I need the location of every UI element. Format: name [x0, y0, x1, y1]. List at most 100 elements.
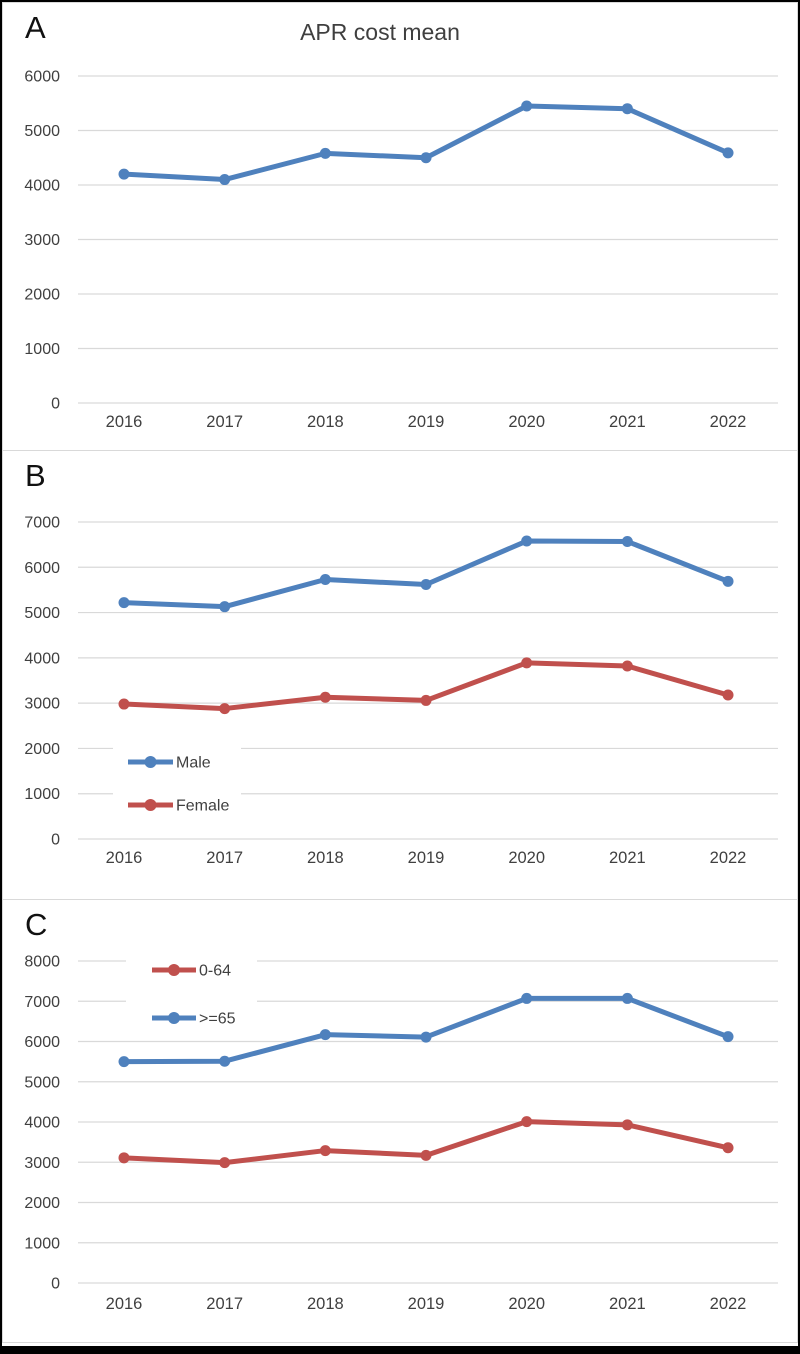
- data-point-marker: [521, 992, 533, 1004]
- x-axis-tick-labels: 2016 2017 2018 2019 2020 2021 2022: [106, 413, 747, 431]
- y-tick-label: 6000: [24, 69, 60, 86]
- data-point-marker: [219, 174, 231, 186]
- legend: 0-64 >=65: [126, 954, 257, 1034]
- y-tick-label: 7000: [24, 515, 60, 532]
- data-point-marker: [722, 575, 734, 587]
- y-tick-label: 2000: [24, 1195, 60, 1212]
- data-point-marker: [621, 103, 633, 115]
- x-tick-label: 2021: [609, 849, 646, 867]
- data-point-marker: [621, 1119, 633, 1131]
- legend: Male Female: [113, 744, 241, 828]
- x-tick-label: 2022: [710, 1295, 747, 1313]
- data-point-marker: [621, 660, 633, 672]
- data-point-marker: [219, 601, 231, 613]
- data-point-marker: [319, 1145, 331, 1157]
- data-point-marker: [521, 535, 533, 547]
- data-point-marker: [722, 689, 734, 701]
- x-axis-tick-labels: 2016 2017 2018 2019 2020 2021 2022: [106, 849, 747, 867]
- series-line: [121, 103, 731, 183]
- y-tick-label: 1000: [24, 341, 60, 358]
- legend-label: Male: [176, 755, 211, 772]
- y-tick-label: 0: [51, 396, 60, 413]
- data-point-marker: [722, 147, 734, 159]
- y-tick-label: 0: [51, 832, 60, 849]
- y-tick-label: 3000: [24, 1155, 60, 1172]
- gridlines: [78, 75, 778, 404]
- x-tick-label: 2016: [106, 1295, 143, 1313]
- y-tick-label: 6000: [24, 560, 60, 577]
- panel-a: 0 1000 2000 3000 4000 5000 6000 2016 2017 2018 201…: [2, 2, 798, 451]
- x-tick-label: 2018: [307, 413, 344, 431]
- legend-label: >=65: [199, 1011, 236, 1028]
- x-tick-label: 2021: [609, 413, 646, 431]
- y-tick-label: 8000: [24, 954, 60, 971]
- data-point-marker: [420, 1149, 432, 1161]
- panel-label-b: B: [25, 458, 46, 493]
- y-tick-label: 4000: [24, 1115, 60, 1132]
- y-tick-label: 4000: [24, 178, 60, 195]
- y-tick-label: 7000: [24, 994, 60, 1011]
- series-line: [121, 538, 731, 610]
- y-tick-label: 3000: [24, 696, 60, 713]
- legend-background: [113, 744, 241, 828]
- y-tick-label: 1000: [24, 1235, 60, 1252]
- y-axis-tick-labels: 0 1000 2000 3000 4000 5000 6000: [24, 69, 60, 413]
- x-tick-label: 2018: [307, 849, 344, 867]
- y-axis-tick-labels: 0 1000 2000 3000 4000 5000 6000 7000: [24, 515, 60, 849]
- x-tick-label: 2016: [106, 413, 143, 431]
- x-tick-label: 2019: [408, 1295, 445, 1313]
- series-apr-cost-mean: [118, 100, 734, 186]
- data-point-marker: [621, 535, 633, 547]
- data-point-marker: [319, 691, 331, 703]
- data-point-marker: [319, 1029, 331, 1041]
- data-point-marker: [118, 168, 130, 180]
- data-point-marker: [722, 1031, 734, 1043]
- data-point-marker: [420, 578, 432, 590]
- legend-label: Female: [176, 798, 229, 815]
- panel-label-c: C: [25, 907, 48, 942]
- x-tick-label: 2016: [106, 849, 143, 867]
- data-point-marker: [219, 703, 231, 715]
- x-tick-label: 2021: [609, 1295, 646, 1313]
- data-point-marker: [521, 1116, 533, 1128]
- gridlines: [78, 960, 778, 1284]
- data-point-marker: [118, 1056, 130, 1068]
- x-axis-tick-labels: 2016 2017 2018 2019 2020 2021 2022: [106, 1295, 747, 1313]
- data-point-marker: [118, 698, 130, 710]
- legend-background: [126, 954, 257, 1034]
- data-point-marker: [521, 100, 533, 112]
- x-tick-label: 2020: [508, 849, 545, 867]
- panel-c: 0 1000 2000 3000 4000 5000 6000 7000 8000 2016 201…: [2, 899, 798, 1343]
- data-point-marker: [219, 1157, 231, 1169]
- x-tick-label: 2022: [710, 849, 747, 867]
- data-point-marker: [319, 574, 331, 586]
- legend-marker: [144, 756, 157, 768]
- x-tick-label: 2019: [408, 849, 445, 867]
- y-tick-label: 3000: [24, 232, 60, 249]
- y-tick-label: 1000: [24, 786, 60, 803]
- series-female: [118, 657, 734, 715]
- y-tick-label: 2000: [24, 287, 60, 304]
- x-tick-label: 2019: [408, 413, 445, 431]
- series-male: [118, 535, 734, 613]
- legend-marker: [168, 1012, 180, 1024]
- y-tick-label: 6000: [24, 1034, 60, 1051]
- y-tick-label: 4000: [24, 650, 60, 667]
- data-point-marker: [118, 597, 130, 609]
- x-tick-label: 2020: [508, 1295, 545, 1313]
- series--65: [118, 992, 734, 1068]
- x-tick-label: 2017: [206, 849, 243, 867]
- data-point-marker: [722, 1142, 734, 1154]
- y-axis-tick-labels: 0 1000 2000 3000 4000 5000 6000 7000 8000: [24, 954, 60, 1293]
- chart-title: APR cost mean: [300, 19, 460, 45]
- data-point-marker: [521, 657, 533, 669]
- data-point-marker: [219, 1055, 231, 1067]
- data-point-marker: [420, 152, 432, 164]
- data-point-marker: [621, 992, 633, 1004]
- legend-label: 0-64: [199, 963, 231, 980]
- y-tick-label: 2000: [24, 741, 60, 758]
- data-point-marker: [420, 694, 432, 706]
